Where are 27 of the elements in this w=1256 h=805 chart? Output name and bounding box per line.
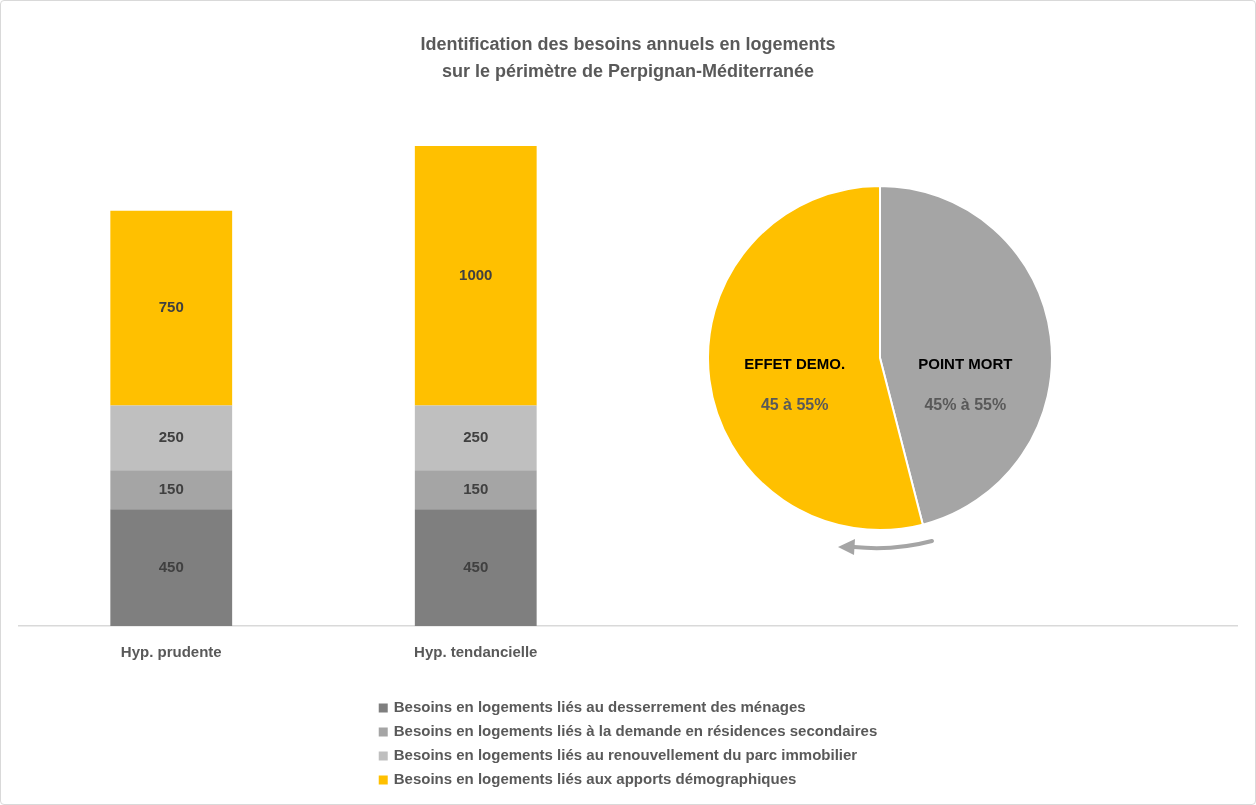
bar — [414, 405, 537, 471]
data-label: 450 — [463, 557, 489, 575]
annotation: 45 à 55% — [760, 396, 829, 414]
bar — [110, 405, 233, 471]
legend-label: Besoins en logements liés aux apports démographiques — [393, 770, 797, 788]
legend-label: Besoins en logements liés à la demande en résidences secondaires — [393, 722, 878, 740]
data-label: 450 — [158, 557, 184, 575]
x-tick-label: Hyp. prudente — [120, 643, 222, 661]
data-label: 250 — [463, 428, 489, 446]
legend-label: Besoins en logements liés au desserrement des ménages — [393, 698, 806, 716]
data-label: 150 — [463, 479, 489, 497]
slice-label: POINT MORT — [918, 355, 1013, 373]
x-tick-label: Hyp. tendancielle — [414, 643, 538, 661]
slice-label: EFFET DEMO. — [744, 355, 846, 373]
chart-title: Identification des besoins annuels en logements sur le périmètre de Perpignan-Méditerranée — [420, 34, 836, 82]
bar — [414, 470, 537, 510]
legend-label: Besoins en logements liés au renouvellement du parc immobilier — [393, 746, 858, 764]
bar — [110, 210, 233, 406]
bar — [110, 470, 233, 510]
data-label: 250 — [158, 428, 184, 446]
bar — [414, 509, 537, 626]
data-label: 750 — [158, 298, 184, 316]
data-label: 1000 — [459, 265, 493, 283]
bar — [414, 146, 537, 406]
bar — [110, 509, 233, 626]
data-label: 150 — [158, 479, 184, 497]
annotation: 45% à 55% — [924, 396, 1007, 414]
